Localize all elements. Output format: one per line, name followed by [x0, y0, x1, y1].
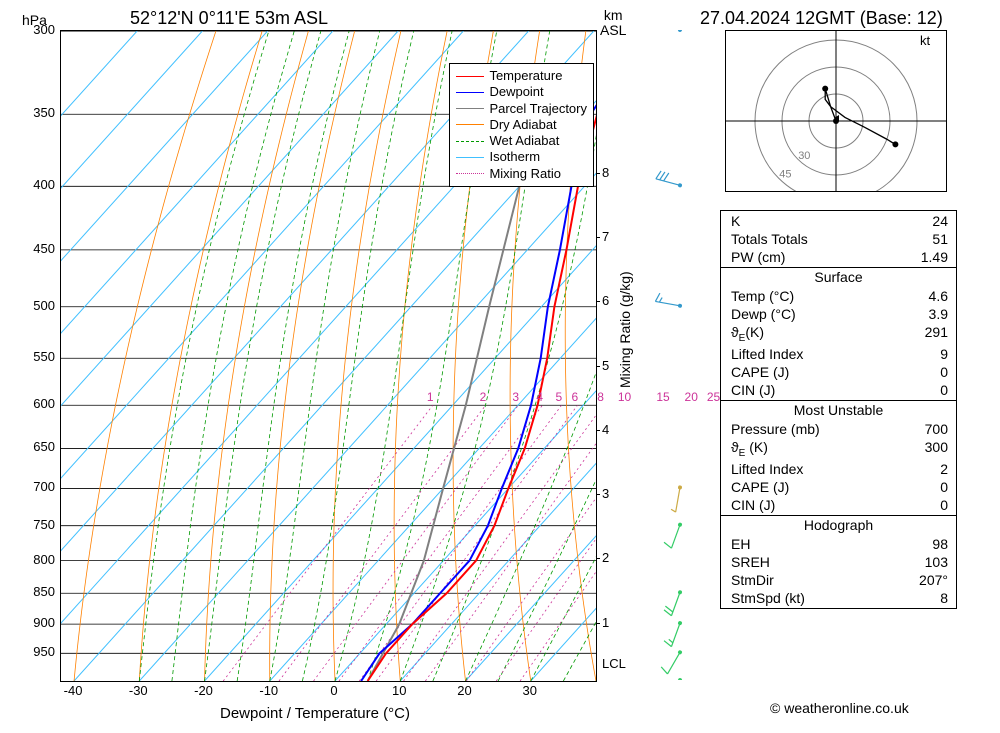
temperature-tick: -20 — [184, 683, 224, 698]
legend-item: Parcel Trajectory — [456, 101, 587, 117]
info-row: Lifted Index9 — [721, 345, 956, 363]
info-row: ϑE (K)300 — [721, 438, 956, 460]
datetime-title: 27.04.2024 12GMT (Base: 12) — [700, 8, 943, 29]
info-row: Totals Totals51 — [721, 230, 956, 248]
info-row: CAPE (J)0 — [721, 363, 956, 381]
temperature-axis-label: Dewpoint / Temperature (°C) — [220, 705, 410, 722]
info-row: StmSpd (kt)8 — [721, 589, 956, 607]
info-row: K24 — [721, 212, 956, 230]
legend-item: Dewpoint — [456, 84, 587, 100]
info-row: Pressure (mb)700 — [721, 420, 956, 438]
svg-text:30: 30 — [798, 150, 810, 162]
mixing-ratio-label: 10 — [618, 390, 631, 404]
info-row: CIN (J)0 — [721, 496, 956, 514]
temperature-tick: -30 — [118, 683, 158, 698]
pressure-tick: 850 — [33, 584, 55, 599]
most-unstable-header: Most Unstable — [721, 400, 956, 419]
legend-item: Wet Adiabat — [456, 133, 587, 149]
info-row: ϑE(K)291 — [721, 323, 956, 345]
pressure-tick: 750 — [33, 517, 55, 532]
pressure-tick: 950 — [33, 644, 55, 659]
mixing-ratio-label: 15 — [656, 390, 669, 404]
pressure-tick: 550 — [33, 349, 55, 364]
skewt-plot-area: TemperatureDewpointParcel TrajectoryDry … — [60, 30, 597, 682]
info-row: SREH103 — [721, 553, 956, 571]
info-row: Temp (°C)4.6 — [721, 287, 956, 305]
lcl-label: LCL — [602, 656, 626, 671]
altitude-tick: 5 — [602, 358, 609, 373]
pressure-tick: 300 — [33, 22, 55, 37]
temperature-tick: -40 — [53, 683, 93, 698]
altitude-tick: 7 — [602, 229, 609, 244]
mixing-ratio-label: 6 — [571, 390, 578, 404]
info-row: Lifted Index2 — [721, 460, 956, 478]
temperature-tick: 0 — [314, 683, 354, 698]
pressure-tick: 450 — [33, 241, 55, 256]
pressure-tick: 400 — [33, 177, 55, 192]
pressure-tick: 600 — [33, 396, 55, 411]
wind-barbs-column — [655, 30, 705, 680]
surface-header: Surface — [721, 267, 956, 286]
pressure-tick: 800 — [33, 552, 55, 567]
mixing-ratio-label: 25 — [707, 390, 720, 404]
pressure-tick: 700 — [33, 479, 55, 494]
mixing-ratio-label: 4 — [536, 390, 543, 404]
info-row: CAPE (J)0 — [721, 478, 956, 496]
copyright-text: © weatheronline.co.uk — [770, 700, 909, 716]
pressure-tick: 500 — [33, 298, 55, 313]
altitude-axis-label: kmASL — [600, 8, 626, 39]
altitude-tick: 4 — [602, 422, 609, 437]
pressure-tick: 350 — [33, 105, 55, 120]
hodograph-plot: 45 30 — [725, 30, 947, 192]
svg-text:45: 45 — [779, 169, 791, 181]
location-title: 52°12'N 0°11'E 53m ASL — [130, 8, 328, 29]
altitude-tick: 3 — [602, 486, 609, 501]
skewt-diagram: 52°12'N 0°11'E 53m ASL 27.04.2024 12GMT … — [0, 0, 1000, 733]
info-row: StmDir207° — [721, 571, 956, 589]
mixing-ratio-label: 3 — [512, 390, 519, 404]
chart-legend: TemperatureDewpointParcel TrajectoryDry … — [449, 63, 594, 187]
mixing-ratio-label: 8 — [597, 390, 604, 404]
altitude-tick: 6 — [602, 293, 609, 308]
mixing-ratio-label: 2 — [480, 390, 487, 404]
mixing-ratio-axis-label: Mixing Ratio (g/kg) — [617, 271, 633, 388]
info-row: CIN (J)0 — [721, 381, 956, 399]
pressure-tick: 650 — [33, 439, 55, 454]
mixing-ratio-label: 5 — [556, 390, 563, 404]
legend-item: Mixing Ratio — [456, 166, 587, 182]
info-row: EH98 — [721, 535, 956, 553]
mixing-ratio-label: 1 — [427, 390, 434, 404]
pressure-tick: 900 — [33, 615, 55, 630]
temperature-tick: 20 — [445, 683, 485, 698]
legend-item: Dry Adiabat — [456, 117, 587, 133]
temperature-tick: -10 — [249, 683, 289, 698]
hodograph-indices-header: Hodograph — [721, 515, 956, 534]
temperature-tick: 10 — [379, 683, 419, 698]
info-row: PW (cm)1.49 — [721, 248, 956, 266]
info-row: Dewp (°C)3.9 — [721, 305, 956, 323]
altitude-tick: 8 — [602, 165, 609, 180]
temperature-tick: 30 — [510, 683, 550, 698]
legend-item: Isotherm — [456, 149, 587, 165]
legend-item: Temperature — [456, 68, 587, 84]
mixing-ratio-label: 20 — [685, 390, 698, 404]
altitude-tick: 2 — [602, 550, 609, 565]
stability-indices-panel: K24Totals Totals51PW (cm)1.49 Surface Te… — [720, 210, 957, 609]
altitude-tick: 1 — [602, 615, 609, 630]
